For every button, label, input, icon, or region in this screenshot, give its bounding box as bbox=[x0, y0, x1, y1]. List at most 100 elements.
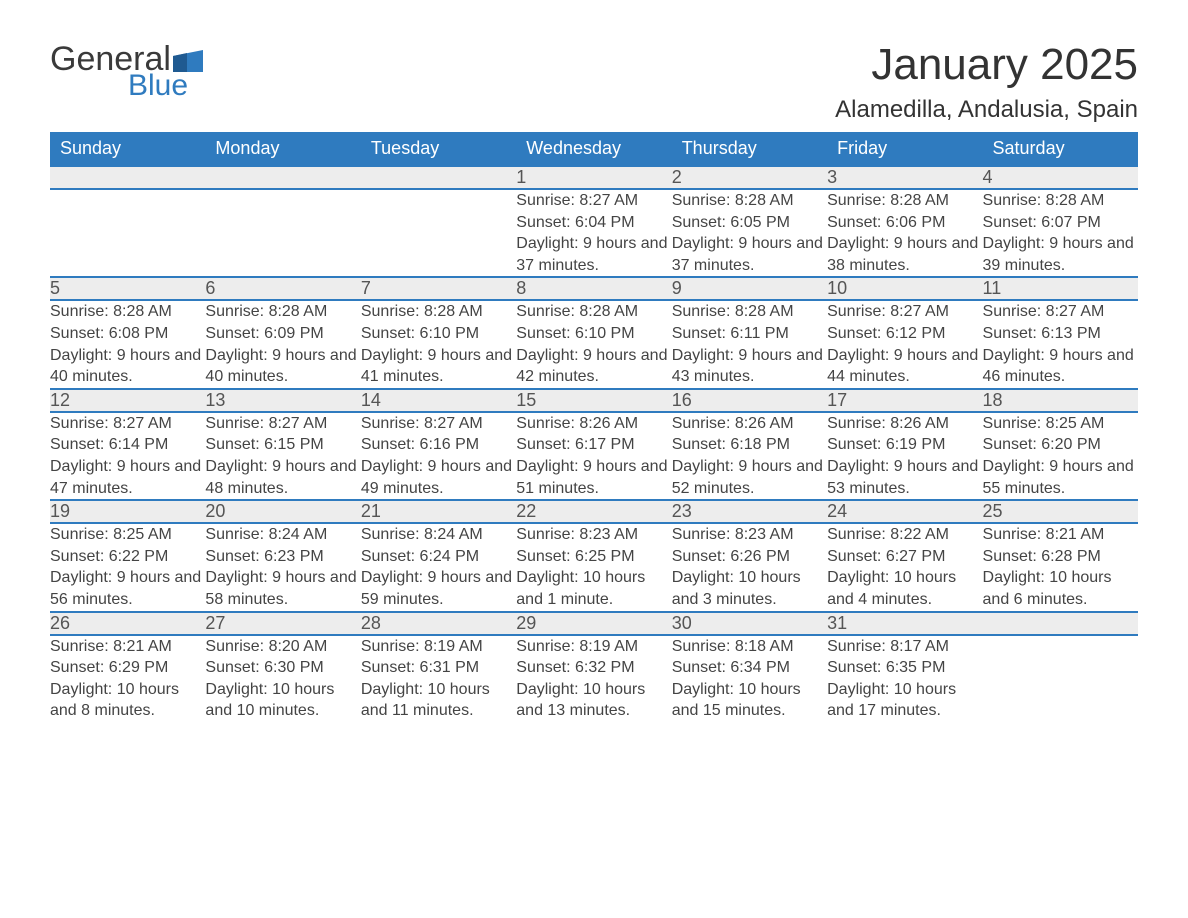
day-content-cell: Sunrise: 8:21 AMSunset: 6:29 PMDaylight:… bbox=[50, 635, 205, 722]
day-number-cell: 14 bbox=[361, 389, 516, 412]
daylight-line: Daylight: 9 hours and 59 minutes. bbox=[361, 567, 516, 610]
sunset-line: Sunset: 6:10 PM bbox=[516, 323, 671, 345]
daylight-line: Daylight: 9 hours and 42 minutes. bbox=[516, 345, 671, 388]
day-content-cell: Sunrise: 8:21 AMSunset: 6:28 PMDaylight:… bbox=[983, 523, 1138, 611]
daylight-line: Daylight: 9 hours and 56 minutes. bbox=[50, 567, 205, 610]
daylight-line: Daylight: 9 hours and 38 minutes. bbox=[827, 233, 982, 276]
daylight-line: Daylight: 9 hours and 41 minutes. bbox=[361, 345, 516, 388]
daylight-line: Daylight: 10 hours and 1 minute. bbox=[516, 567, 671, 610]
day-number-cell: 4 bbox=[983, 166, 1138, 189]
day-content-row: Sunrise: 8:25 AMSunset: 6:22 PMDaylight:… bbox=[50, 523, 1138, 611]
day-number-row: 1234 bbox=[50, 166, 1138, 189]
daylight-line: Daylight: 10 hours and 13 minutes. bbox=[516, 679, 671, 722]
sunrise-line: Sunrise: 8:24 AM bbox=[361, 524, 516, 546]
sunrise-line: Sunrise: 8:20 AM bbox=[205, 636, 360, 658]
sunrise-line: Sunrise: 8:28 AM bbox=[361, 301, 516, 323]
sunrise-line: Sunrise: 8:28 AM bbox=[827, 190, 982, 212]
day-content-cell: Sunrise: 8:26 AMSunset: 6:19 PMDaylight:… bbox=[827, 412, 982, 500]
day-number-cell: 5 bbox=[50, 277, 205, 300]
sunrise-line: Sunrise: 8:27 AM bbox=[983, 301, 1138, 323]
daylight-line: Daylight: 9 hours and 40 minutes. bbox=[50, 345, 205, 388]
day-number-cell: 11 bbox=[983, 277, 1138, 300]
title-block: January 2025 Alamedilla, Andalusia, Spai… bbox=[835, 40, 1138, 124]
day-content-cell: Sunrise: 8:27 AMSunset: 6:04 PMDaylight:… bbox=[516, 189, 671, 277]
day-content-cell: Sunrise: 8:19 AMSunset: 6:32 PMDaylight:… bbox=[516, 635, 671, 722]
day-number-cell: 10 bbox=[827, 277, 982, 300]
day-number-cell: 16 bbox=[672, 389, 827, 412]
calendar-table: Sunday Monday Tuesday Wednesday Thursday… bbox=[50, 132, 1138, 722]
sunset-line: Sunset: 6:13 PM bbox=[983, 323, 1138, 345]
day-number-cell: 31 bbox=[827, 612, 982, 635]
sunset-line: Sunset: 6:10 PM bbox=[361, 323, 516, 345]
sunset-line: Sunset: 6:09 PM bbox=[205, 323, 360, 345]
sunset-line: Sunset: 6:07 PM bbox=[983, 212, 1138, 234]
day-content-cell: Sunrise: 8:26 AMSunset: 6:18 PMDaylight:… bbox=[672, 412, 827, 500]
day-content-row: Sunrise: 8:28 AMSunset: 6:08 PMDaylight:… bbox=[50, 300, 1138, 388]
sunrise-line: Sunrise: 8:27 AM bbox=[827, 301, 982, 323]
day-content-cell bbox=[983, 635, 1138, 722]
page-header: General Blue January 2025 Alamedilla, An… bbox=[50, 40, 1138, 124]
sunrise-line: Sunrise: 8:26 AM bbox=[516, 413, 671, 435]
sunset-line: Sunset: 6:29 PM bbox=[50, 657, 205, 679]
daylight-line: Daylight: 9 hours and 37 minutes. bbox=[516, 233, 671, 276]
sunrise-line: Sunrise: 8:27 AM bbox=[361, 413, 516, 435]
sunrise-line: Sunrise: 8:28 AM bbox=[983, 190, 1138, 212]
day-content-cell: Sunrise: 8:19 AMSunset: 6:31 PMDaylight:… bbox=[361, 635, 516, 722]
day-number-cell bbox=[361, 166, 516, 189]
sunset-line: Sunset: 6:08 PM bbox=[50, 323, 205, 345]
day-content-cell: Sunrise: 8:17 AMSunset: 6:35 PMDaylight:… bbox=[827, 635, 982, 722]
daylight-line: Daylight: 10 hours and 3 minutes. bbox=[672, 567, 827, 610]
day-content-cell: Sunrise: 8:28 AMSunset: 6:09 PMDaylight:… bbox=[205, 300, 360, 388]
day-number-cell: 13 bbox=[205, 389, 360, 412]
day-content-cell bbox=[361, 189, 516, 277]
sunset-line: Sunset: 6:19 PM bbox=[827, 434, 982, 456]
day-content-cell: Sunrise: 8:28 AMSunset: 6:10 PMDaylight:… bbox=[361, 300, 516, 388]
day-number-cell: 27 bbox=[205, 612, 360, 635]
sunrise-line: Sunrise: 8:19 AM bbox=[361, 636, 516, 658]
day-number-cell: 23 bbox=[672, 500, 827, 523]
day-content-cell bbox=[50, 189, 205, 277]
daylight-line: Daylight: 9 hours and 40 minutes. bbox=[205, 345, 360, 388]
sunset-line: Sunset: 6:16 PM bbox=[361, 434, 516, 456]
daylight-line: Daylight: 9 hours and 58 minutes. bbox=[205, 567, 360, 610]
sunrise-line: Sunrise: 8:23 AM bbox=[672, 524, 827, 546]
day-content-cell: Sunrise: 8:27 AMSunset: 6:16 PMDaylight:… bbox=[361, 412, 516, 500]
sunrise-line: Sunrise: 8:21 AM bbox=[50, 636, 205, 658]
sunset-line: Sunset: 6:11 PM bbox=[672, 323, 827, 345]
weekday-header-row: Sunday Monday Tuesday Wednesday Thursday… bbox=[50, 132, 1138, 166]
day-number-cell: 15 bbox=[516, 389, 671, 412]
day-content-cell: Sunrise: 8:28 AMSunset: 6:08 PMDaylight:… bbox=[50, 300, 205, 388]
day-content-cell: Sunrise: 8:22 AMSunset: 6:27 PMDaylight:… bbox=[827, 523, 982, 611]
day-content-cell: Sunrise: 8:28 AMSunset: 6:07 PMDaylight:… bbox=[983, 189, 1138, 277]
day-content-cell: Sunrise: 8:18 AMSunset: 6:34 PMDaylight:… bbox=[672, 635, 827, 722]
weekday-header: Tuesday bbox=[361, 132, 516, 166]
daylight-line: Daylight: 10 hours and 10 minutes. bbox=[205, 679, 360, 722]
sunset-line: Sunset: 6:12 PM bbox=[827, 323, 982, 345]
sunrise-line: Sunrise: 8:28 AM bbox=[672, 301, 827, 323]
day-content-cell: Sunrise: 8:28 AMSunset: 6:05 PMDaylight:… bbox=[672, 189, 827, 277]
day-number-cell: 17 bbox=[827, 389, 982, 412]
day-content-cell: Sunrise: 8:28 AMSunset: 6:06 PMDaylight:… bbox=[827, 189, 982, 277]
day-number-cell: 9 bbox=[672, 277, 827, 300]
sunrise-line: Sunrise: 8:27 AM bbox=[205, 413, 360, 435]
day-number-cell: 8 bbox=[516, 277, 671, 300]
day-number-cell: 29 bbox=[516, 612, 671, 635]
daylight-line: Daylight: 9 hours and 37 minutes. bbox=[672, 233, 827, 276]
sunrise-line: Sunrise: 8:28 AM bbox=[50, 301, 205, 323]
sunrise-line: Sunrise: 8:28 AM bbox=[205, 301, 360, 323]
day-content-cell: Sunrise: 8:27 AMSunset: 6:12 PMDaylight:… bbox=[827, 300, 982, 388]
weekday-header: Sunday bbox=[50, 132, 205, 166]
sunset-line: Sunset: 6:23 PM bbox=[205, 546, 360, 568]
daylight-line: Daylight: 9 hours and 43 minutes. bbox=[672, 345, 827, 388]
day-content-cell: Sunrise: 8:24 AMSunset: 6:24 PMDaylight:… bbox=[361, 523, 516, 611]
daylight-line: Daylight: 9 hours and 55 minutes. bbox=[983, 456, 1138, 499]
day-number-cell: 6 bbox=[205, 277, 360, 300]
day-number-cell: 20 bbox=[205, 500, 360, 523]
sunset-line: Sunset: 6:25 PM bbox=[516, 546, 671, 568]
sunrise-line: Sunrise: 8:25 AM bbox=[50, 524, 205, 546]
day-number-row: 567891011 bbox=[50, 277, 1138, 300]
calendar-page: General Blue January 2025 Alamedilla, An… bbox=[0, 0, 1188, 762]
sunset-line: Sunset: 6:04 PM bbox=[516, 212, 671, 234]
sunset-line: Sunset: 6:24 PM bbox=[361, 546, 516, 568]
sunset-line: Sunset: 6:30 PM bbox=[205, 657, 360, 679]
